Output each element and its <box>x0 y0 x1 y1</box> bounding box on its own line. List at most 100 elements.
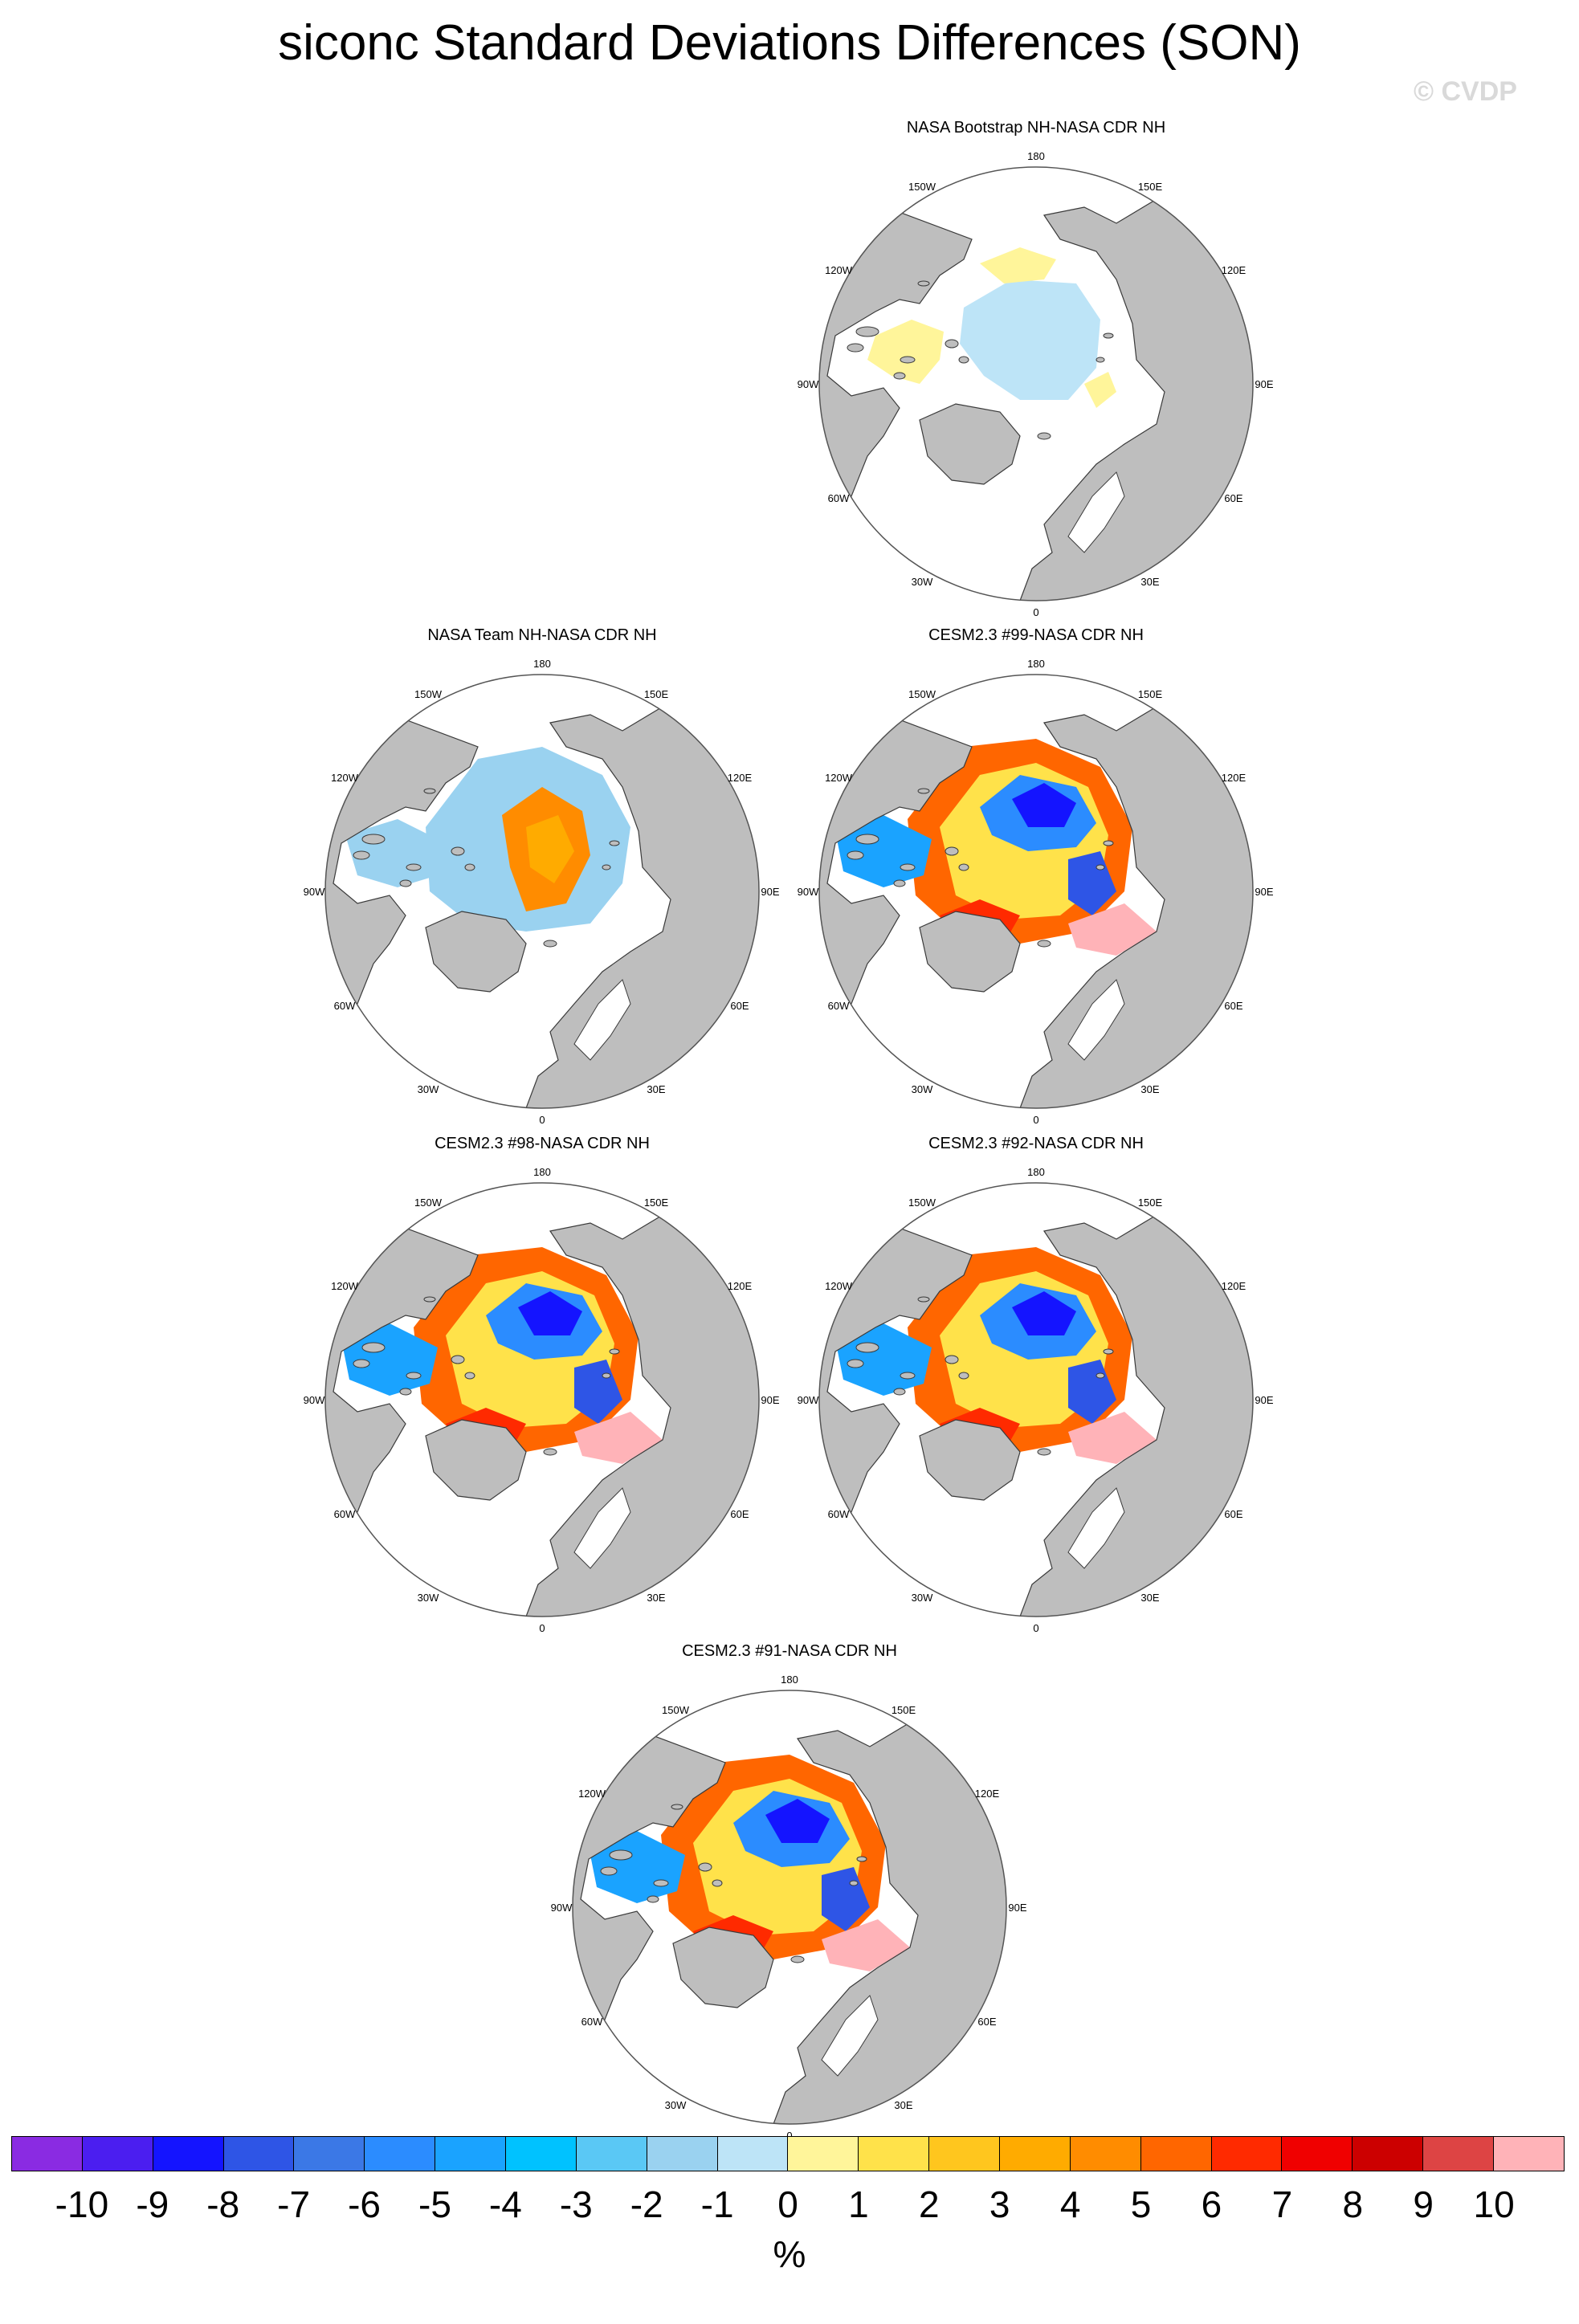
island <box>361 834 386 845</box>
lon-label-upper_left: 150W <box>414 1197 443 1209</box>
lon-label-upper_left: 150W <box>908 181 936 193</box>
lon-label-lower_left: 30W <box>418 1592 439 1604</box>
polar-map: 180 150E 120E 90E 60E 30E 0 30W 60W 90W 120W 150W <box>798 150 1274 617</box>
lon-label-mid_upper_left: 120W <box>825 264 853 276</box>
polar-map: 180 150E 120E 90E 60E 30E 0 30W 60W 90W 120W 150W <box>304 1166 780 1633</box>
island <box>353 850 370 860</box>
colorbar-swatch <box>788 2137 859 2171</box>
lon-label-right: 90E <box>761 886 779 898</box>
lon-label-mid_upper_left: 120W <box>825 1280 853 1292</box>
anomaly-field <box>526 815 574 883</box>
island <box>406 1372 422 1380</box>
lon-label-mid_upper_left: 120W <box>578 1788 606 1800</box>
lon-label-mid_upper_right: 120E <box>1222 772 1246 784</box>
lon-label-right: 90E <box>1255 886 1273 898</box>
lon-label-mid_lower_left: 60W <box>828 1508 850 1520</box>
anomaly-field <box>574 1412 663 1464</box>
lon-label-right: 90E <box>1008 1902 1026 1914</box>
colorbar-tick-label: -2 <box>630 2183 663 2225</box>
anomaly-field <box>822 1919 910 1971</box>
lon-label-lower_right: 30E <box>1140 1083 1159 1095</box>
colorbar-unit: % <box>773 2233 806 2275</box>
panel-title: NASA Team NH-NASA CDR NH <box>427 626 657 644</box>
island <box>917 280 930 287</box>
lon-label-upper_right: 150E <box>1138 181 1163 193</box>
island <box>399 879 412 887</box>
lon-label-left: 90W <box>798 378 819 390</box>
colorbar-tick-label: 1 <box>848 2183 869 2225</box>
lon-label-mid_lower_right: 60E <box>730 1508 749 1520</box>
lon-label-lower_right: 30E <box>647 1592 665 1604</box>
map-panel-cesm-91: CESM2.3 #91-NASA CDR NH 180 150E 120E 90E 60… <box>532 1642 1047 2140</box>
lon-label-top: 180 <box>533 658 551 670</box>
map-boundary <box>572 1690 1007 2125</box>
island <box>958 1372 969 1380</box>
land-greenland <box>919 403 1021 485</box>
island <box>399 1388 412 1396</box>
map-boundary <box>818 1182 1254 1617</box>
lon-label-mid_upper_right: 120E <box>975 1788 1000 1800</box>
sea-baltic <box>573 979 631 1061</box>
colorbar-swatch <box>1140 2137 1212 2171</box>
lon-label-left: 90W <box>304 886 325 898</box>
island <box>847 343 864 353</box>
lon-label-mid_upper_right: 120E <box>728 1280 753 1292</box>
panel-title: NASA Bootstrap NH-NASA CDR NH <box>906 119 1166 137</box>
cvdp-watermark: © CVDP <box>1414 76 1517 107</box>
lon-label-upper_right: 150E <box>1138 1197 1163 1209</box>
anomaly-field <box>960 279 1100 400</box>
island <box>1103 332 1114 339</box>
island <box>1037 432 1051 440</box>
island <box>464 863 475 871</box>
colorbar-tick-label: 9 <box>1413 2183 1434 2225</box>
island <box>917 1296 930 1303</box>
island <box>917 788 930 794</box>
lon-label-top: 180 <box>1027 150 1045 162</box>
colorbar-tick-label: -6 <box>348 2183 381 2225</box>
lon-label-top: 180 <box>1027 658 1045 670</box>
island <box>1037 940 1051 948</box>
anomaly-field <box>980 247 1056 283</box>
island <box>847 850 864 860</box>
lon-label-right: 90E <box>1255 378 1273 390</box>
anomaly-field <box>1012 783 1076 827</box>
map-boundary <box>818 166 1254 601</box>
lon-label-left: 90W <box>798 886 819 898</box>
panel-title: CESM2.3 #99-NASA CDR NH <box>928 626 1144 644</box>
lon-label-right: 90E <box>761 1394 779 1406</box>
island <box>698 1862 712 1872</box>
island <box>406 863 422 871</box>
anomaly-field <box>518 1291 582 1335</box>
map-panel-cesm-92: CESM2.3 #92-NASA CDR NH 180 150E 120E 90E 60… <box>779 1135 1293 1633</box>
colorbar-tick-label: -3 <box>559 2183 593 2225</box>
colorbar-swatch <box>647 2137 718 2171</box>
lon-label-top: 180 <box>781 1674 798 1686</box>
anomaly-field <box>867 320 944 384</box>
lon-label-lower_left: 30W <box>418 1083 439 1095</box>
lon-label-bottom: 0 <box>539 1622 545 1633</box>
colorbar-tick-label: 2 <box>919 2183 940 2225</box>
land-greenland <box>919 1419 1021 1501</box>
sea-baltic <box>573 1487 631 1569</box>
lon-label-upper_right: 150E <box>1138 688 1163 700</box>
lon-label-mid_lower_left: 60W <box>828 492 850 504</box>
island <box>451 846 465 856</box>
map-panel-team: NASA Team NH-NASA CDR NH 180 150E 120E 90E 6… <box>285 626 799 1124</box>
colorbar-tick-label: 7 <box>1271 2183 1293 2225</box>
lon-label-top: 180 <box>533 1166 551 1178</box>
island <box>609 840 620 846</box>
lon-label-mid_upper_left: 120W <box>825 772 853 784</box>
island <box>602 1372 611 1379</box>
island <box>945 339 959 349</box>
colorbar-swatch <box>435 2137 507 2171</box>
island <box>849 1880 859 1886</box>
colorbar-tick-label: -9 <box>136 2183 169 2225</box>
lon-label-lower_left: 30W <box>912 1083 933 1095</box>
polar-map: 180 150E 120E 90E 60E 30E 0 30W 60W 90W 120W 150W <box>798 658 1274 1124</box>
colorbar-swatch <box>294 2137 365 2171</box>
colorbar-swatch <box>1282 2137 1353 2171</box>
lon-label-mid_upper_right: 120E <box>1222 264 1246 276</box>
lon-label-lower_right: 30E <box>894 2099 912 2111</box>
colorbar-tick-label: -4 <box>488 2183 522 2225</box>
lon-label-mid_lower_left: 60W <box>334 1000 356 1012</box>
